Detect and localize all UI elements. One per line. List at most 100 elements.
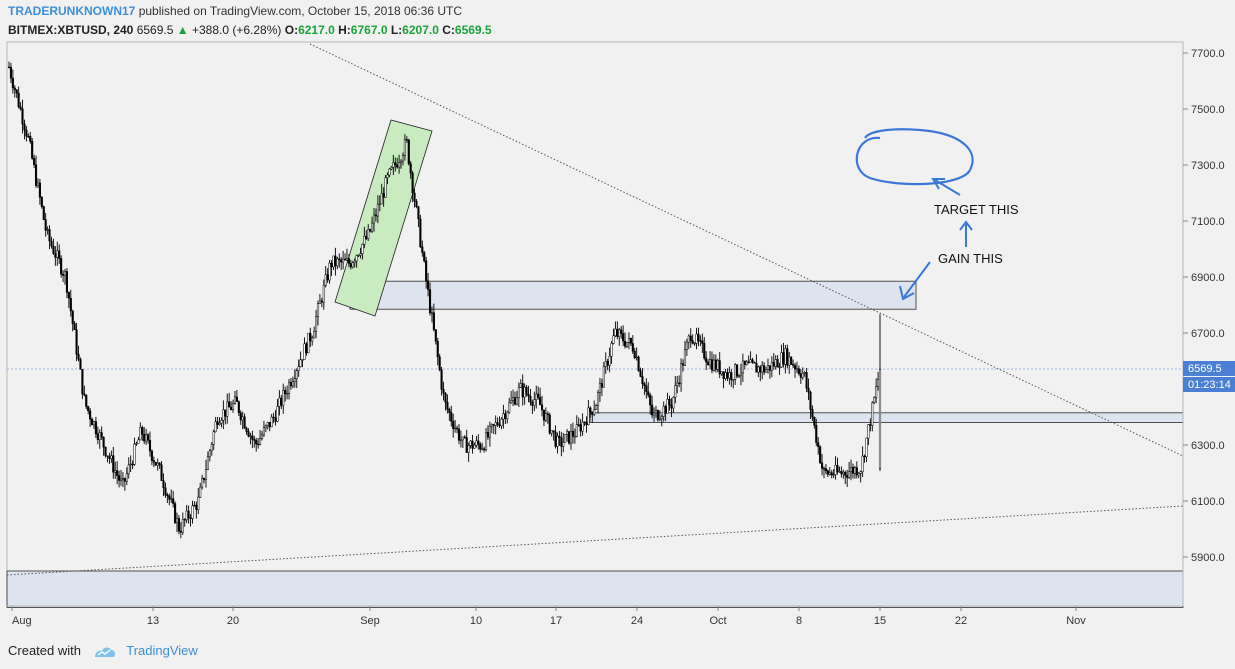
candle-body <box>343 258 347 261</box>
target-arrow-shaft[interactable] <box>934 179 961 196</box>
candle-body <box>585 421 588 426</box>
candle-body <box>668 399 671 406</box>
candle-body <box>185 510 188 521</box>
candle-body <box>546 413 549 416</box>
candle-body <box>687 335 690 343</box>
candle-body <box>21 108 24 125</box>
candle-body <box>143 434 146 442</box>
candle-body <box>465 437 468 453</box>
candle-body <box>83 393 86 396</box>
price-zone[interactable] <box>589 412 1184 423</box>
candle-body <box>830 472 833 476</box>
candle-body <box>631 343 634 352</box>
candle-body <box>85 394 88 407</box>
author-name[interactable]: TRADERUNKNOWN17 <box>8 4 136 18</box>
candle-body <box>87 406 90 412</box>
candle-body <box>508 402 511 413</box>
candle-body <box>150 450 153 461</box>
candle-body <box>179 530 182 533</box>
candle-body <box>566 431 569 435</box>
price-zone[interactable] <box>349 280 917 310</box>
y-tick-label: 7500.0 <box>1191 104 1225 116</box>
candle-body <box>562 442 565 447</box>
created-with-text: Created with <box>8 643 81 658</box>
candle-body <box>270 416 273 428</box>
candle-body <box>36 182 40 186</box>
candle-body <box>141 427 144 435</box>
target-circle[interactable] <box>855 128 974 186</box>
candle-body <box>651 404 654 416</box>
candle-body <box>842 471 845 475</box>
candle-body <box>367 229 370 239</box>
plot-area[interactable] <box>6 41 1184 607</box>
price-zone[interactable] <box>6 570 1184 608</box>
x-tick-label: Aug <box>12 615 32 627</box>
candle-body <box>315 316 318 332</box>
rising-channel[interactable] <box>334 119 433 317</box>
candle-body <box>556 435 559 447</box>
candle-body <box>189 517 192 520</box>
candle-body <box>469 440 472 446</box>
candle-body <box>427 280 430 290</box>
candle-body <box>577 424 580 426</box>
candle-body <box>361 243 364 254</box>
candle-body <box>664 406 667 414</box>
candle-body <box>7 66 11 69</box>
price-axis[interactable]: 7700.0 7500.0 7300.0 7100.0 6900.0 6700.0 6300… <box>1183 48 1225 564</box>
candle-body <box>849 467 853 472</box>
time-axis[interactable]: Aug 13 20 Sep 10 17 24 Oct 8 15 22 Nov <box>7 605 1183 627</box>
candles-layer <box>7 61 882 539</box>
candle-body <box>643 383 646 386</box>
candle-body <box>50 240 53 247</box>
candle-body <box>693 342 696 345</box>
candle-body <box>851 467 855 474</box>
candle-body <box>264 425 267 428</box>
candle-body <box>187 510 190 519</box>
candle-body <box>286 393 289 395</box>
candle-body <box>778 366 781 369</box>
price-chart[interactable]: 7700.0 7500.0 7300.0 7100.0 6900.0 6700.0 6300… <box>0 0 1235 640</box>
candle-body <box>784 348 787 365</box>
candle-body <box>454 427 457 430</box>
candle-body <box>627 337 630 343</box>
candle-body <box>114 470 117 473</box>
candle-body <box>500 418 503 427</box>
candle-body <box>351 262 354 268</box>
ascending-trendline[interactable] <box>6 505 1184 576</box>
candle-body <box>38 182 41 198</box>
candle-body <box>241 416 244 421</box>
candle-body <box>253 439 256 441</box>
x-tick-label: 24 <box>631 615 643 627</box>
candle-body <box>869 424 872 426</box>
candle-body <box>780 352 783 368</box>
candle-body <box>405 139 408 141</box>
target-arrow-head[interactable] <box>931 178 945 190</box>
candle-body <box>488 425 491 438</box>
candle-body <box>75 329 78 355</box>
tradingview-brand[interactable]: TradingView <box>126 643 198 658</box>
candle-body <box>212 431 215 445</box>
gain-arrow-icon[interactable] <box>899 261 931 301</box>
close-label: C: <box>442 23 455 37</box>
candle-body <box>268 422 271 428</box>
candle-body <box>164 487 167 496</box>
tradingview-logo-icon <box>94 647 115 657</box>
candle-body <box>438 356 441 371</box>
candle-body <box>616 328 619 337</box>
up-arrow-icon[interactable] <box>959 220 973 247</box>
countdown-tag-label: 01:23:14 <box>1188 379 1231 391</box>
candle-body <box>297 366 300 371</box>
candle-body <box>591 411 594 415</box>
candle-body <box>195 504 198 510</box>
candle-body <box>457 428 461 441</box>
annotations[interactable]: TARGET THIS GAIN THIS <box>855 128 1019 301</box>
candle-body <box>388 168 391 176</box>
candle-body <box>772 362 775 367</box>
candle-body <box>873 397 876 404</box>
candle-body <box>855 467 858 476</box>
candle-body <box>206 456 209 470</box>
candle-body <box>776 359 779 368</box>
candle-body <box>678 382 681 385</box>
candle-body <box>208 450 211 457</box>
candle-body <box>121 478 124 480</box>
